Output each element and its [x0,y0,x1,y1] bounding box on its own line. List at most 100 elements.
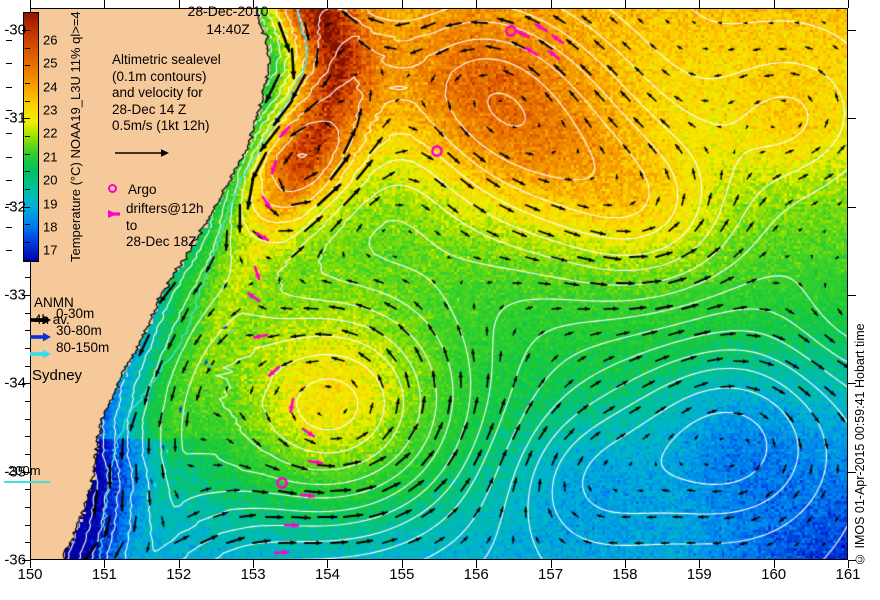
x-axis-label: 158 [612,566,638,583]
y-axis-minor-tick [25,312,30,314]
y-axis-minor-tick [25,171,30,173]
x-axis-tick [624,560,626,568]
figure-title: 28-Dec-2010 14:40Z [148,2,308,38]
colorbar-tick-label: 25 [43,55,58,71]
x-axis-label: 156 [463,566,489,583]
colorbar-tick [6,156,12,158]
y-axis-minor-tick [25,277,30,279]
anmn-label-80-150m: 80-150m [56,340,110,355]
colorbar-tick-label: 20 [43,172,58,188]
colorbar-tick-label: 18 [43,219,58,235]
y-axis-minor-tick [25,330,30,332]
x-axis-label: 155 [389,566,415,583]
x-axis-tick [253,560,255,568]
drifter-legend-label: drifters@12h to 28-Dec 18Z [126,201,204,251]
colorbar-tick-label: 23 [43,102,58,118]
colorbar-tick [6,86,12,88]
map-plot-area[interactable] [30,8,848,560]
y-axis-minor-tick [25,83,30,85]
annotation-line-1: Altimetric sealevel [112,52,221,67]
x-axis-tick [848,560,849,568]
x-axis-tick-top [699,0,701,8]
x-axis-tick-top [773,0,775,8]
colorbar-tick [6,63,12,65]
y-axis-minor-tick [25,242,30,244]
x-axis-tick-top [30,0,31,8]
x-axis-tick [550,560,552,568]
x-axis-label: 152 [166,566,192,583]
anmn-legend-row-30-80m: 30-80m [30,323,102,348]
x-axis-tick-top [327,0,329,8]
colorbar-gradient [23,12,39,262]
y-axis-tick [22,471,30,473]
x-axis-tick-top [624,0,626,8]
colorbar-tick [6,40,12,42]
y-axis-minor-tick [25,136,30,138]
colorbar-tick-label: 22 [43,125,58,141]
y-axis-minor-tick [25,542,30,544]
y-axis-minor-tick [25,436,30,438]
y-axis-minor-tick [25,100,30,102]
y-axis-tick [22,383,30,385]
isobath-legend-line [4,481,50,483]
x-axis-tick-top [401,0,403,8]
y-axis-tick-right [848,206,856,208]
colorbar-tick-label: 17 [43,242,58,258]
magenta-arrow-icon [108,210,120,218]
y-axis-tick-right [848,295,856,297]
annotation-line-5: 0.5m/s (1kt 12h) [112,118,210,133]
y-axis-minor-tick [25,224,30,226]
y-axis-label: -30 [4,21,26,39]
y-axis-label: -34 [4,374,26,392]
y-axis-tick [22,206,30,208]
temperature-colorbar: Temperature (°C) NOAA19_L3U 11% ql>=4 26… [6,11,98,262]
y-axis-label: -35 [4,463,26,481]
x-axis-tick [401,560,403,568]
x-axis-tick-top [178,0,180,8]
annotation-line-4: 28-Dec 14 Z [112,101,187,117]
colorbar-tick [6,250,12,252]
x-axis-tick-top [476,0,478,8]
colorbar-tick-label: 21 [43,149,58,165]
drifter-label-line-1: drifters@12h to [126,201,204,233]
cyan-arrow-icon [30,349,51,359]
y-axis-minor-tick [25,259,30,261]
anmn-legend-row-80-150m: 80-150m [30,340,109,365]
x-axis-label: 150 [17,566,43,583]
title-time: 14:40Z [206,21,250,37]
y-axis-tick-right [848,30,856,32]
y-axis-minor-tick [25,454,30,456]
blue-arrow-icon [30,332,51,342]
title-date: 28-Dec-2010 [187,3,269,19]
anmn-legend-row-0-30m: 0-30m [30,306,94,331]
y-axis-minor-tick [25,489,30,491]
x-axis-tick-top [253,0,255,8]
annotation-line-3: and velocity for [112,85,203,100]
altimetry-annotation: Altimetric sealevel (0.1m contours) and … [112,52,221,135]
x-axis-tick [699,560,701,568]
magenta-circle-icon [108,184,117,193]
city-label-sydney: Sydney [32,367,83,384]
black-arrow-icon [30,315,51,325]
anmn-label-30-80m: 30-80m [56,323,102,338]
y-axis-minor-tick [25,418,30,420]
colorbar-tick [6,226,12,228]
colorbar-tick-label: 24 [43,79,58,95]
x-axis-tick [327,560,329,568]
y-axis-minor-tick [25,189,30,191]
x-axis-label: 157 [538,566,564,583]
y-axis-minor-tick [25,153,30,155]
anmn-label-0-30m: 0-30m [56,306,95,321]
y-axis-tick [22,560,30,561]
y-axis-minor-tick [25,65,30,67]
isobath-label: 200m [8,463,41,478]
y-axis-tick-right [848,118,856,120]
colorbar-title: Temperature (°C) NOAA19_L3U 11% ql>=4 [68,11,83,262]
copyright-text: © IMOS 01-Apr-2015 00:59:41 Hobart time [853,323,867,566]
y-axis-tick-right [848,383,856,385]
x-axis-tick-top [848,0,849,8]
y-axis-minor-tick [25,401,30,403]
colorbar-tick [6,203,12,205]
argo-legend-label: Argo [128,182,157,197]
